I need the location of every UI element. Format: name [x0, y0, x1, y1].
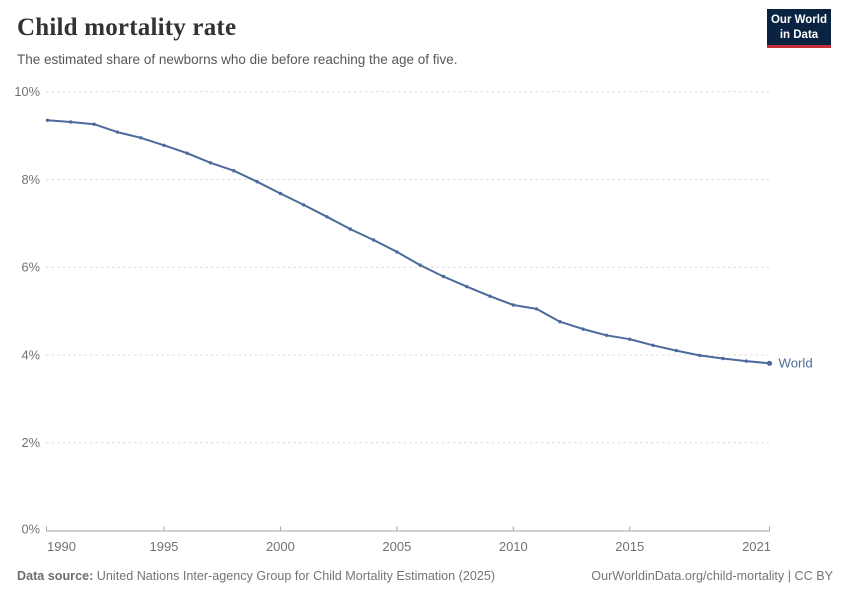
chart-subtitle: The estimated share of newborns who die …: [17, 52, 458, 67]
data-point: [395, 250, 399, 254]
data-point: [581, 327, 585, 331]
data-point: [558, 320, 562, 324]
data-point: [185, 151, 189, 155]
data-point: [278, 191, 283, 196]
x-axis-label: 2015: [615, 539, 644, 554]
data-point: [674, 348, 678, 353]
data-point: [255, 180, 259, 184]
data-point: [534, 307, 539, 311]
y-axis-label: 4%: [22, 347, 41, 362]
data-source-note: Data source: United Nations Inter-agency…: [17, 569, 495, 583]
data-point: [721, 356, 725, 361]
owid-logo-line2: in Data: [779, 28, 819, 41]
owid-logo-line1: Our World: [770, 14, 827, 26]
page-title: Child mortality rate: [17, 14, 237, 41]
data-point: [139, 136, 143, 140]
y-axis-label: 8%: [22, 172, 41, 187]
data-point: [441, 274, 446, 279]
data-point: [488, 294, 492, 298]
y-axis-label: 2%: [22, 435, 41, 450]
data-point: [418, 263, 422, 267]
data-point: [162, 143, 166, 147]
y-axis-label: 0%: [22, 521, 41, 536]
data-point: [465, 284, 469, 289]
data-point: [302, 203, 306, 207]
x-axis-label: 1990: [47, 539, 76, 554]
data-point: [45, 118, 50, 123]
data-point: [744, 359, 748, 363]
line-end-marker: [766, 360, 773, 366]
data-point: [697, 353, 702, 358]
x-axis-label: 2000: [266, 539, 295, 554]
data-source-text: United Nations Inter-agency Group for Ch…: [93, 569, 496, 583]
owid-logo[interactable]: Our World in Data: [767, 9, 831, 48]
data-point: [232, 169, 236, 173]
data-point: [325, 215, 329, 219]
x-axis-label: 2010: [499, 539, 528, 554]
footer-citation-link[interactable]: OurWorldinData.org/child-mortality | CC …: [591, 569, 833, 583]
data-point: [628, 337, 632, 341]
y-axis-label: 6%: [22, 260, 41, 275]
x-axis-label: 2005: [382, 539, 411, 554]
x-axis-label: 1995: [149, 539, 178, 554]
y-axis-label: 10%: [14, 84, 40, 99]
x-axis-label: 2021: [742, 539, 771, 554]
data-point: [348, 227, 352, 231]
data-point: [651, 343, 655, 347]
data-source-label: Data source:: [17, 569, 94, 583]
data-point: [69, 120, 73, 124]
data-point: [371, 238, 376, 242]
data-point: [92, 122, 96, 126]
data-point: [511, 303, 515, 307]
series-label: World: [779, 356, 813, 371]
data-point: [208, 161, 213, 165]
data-point: [604, 333, 609, 337]
data-point: [115, 130, 120, 134]
trend-line: [46, 119, 771, 365]
